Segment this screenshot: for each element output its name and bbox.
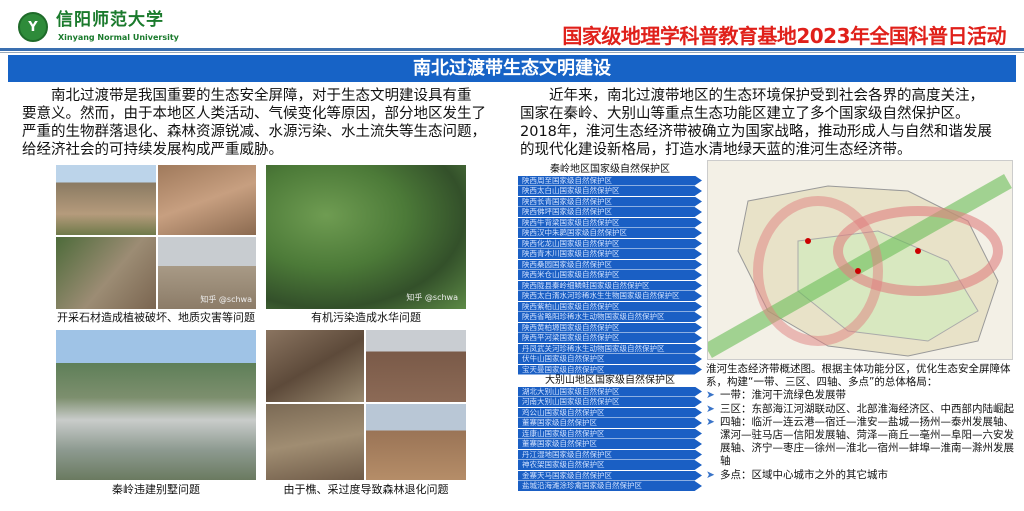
reserve-item: 陕西陇县秦岭细鳞鲑国家级自然保护区 (518, 280, 702, 291)
reserve-item: 陕西黄柏塬国家级自然保护区 (518, 322, 702, 333)
text-line: 要意义。然而，由于本地区人类活动、气候变化等原因，部分地区发生了 (22, 106, 486, 122)
reserve-item: 湖北大别山国家级自然保护区 (518, 386, 702, 397)
reserve-item: 陕西太白山国家级自然保护区 (518, 186, 702, 196)
reserve-item: 陕西太白湑水河珍稀水生生物国家级自然保护区 (518, 291, 702, 301)
illegal-villas-photo (56, 330, 256, 480)
description-intro: 淮河生态经济带概述图。根据主体功能分区，优化生态安全屏障体系，构建“一带、三区、… (706, 363, 1011, 389)
text-line: 南北过渡带是我国重要的生态安全屏障，对于生态文明建设具有重 (22, 88, 472, 104)
reserve-item: 神农架国家级自然保护区 (518, 460, 702, 470)
reserve-item: 陕西紫柏山国家级自然保护区 (518, 301, 702, 312)
reserve-item: 陕西汉中朱鹮国家级自然保护区 (518, 228, 702, 238)
forest-photo-1 (266, 330, 364, 402)
text-line: 严重的生物群落退化、森林资源锐减、水源污染、水土流失等生态问题， (22, 124, 486, 140)
bullet-item: ➤ 多点：区域中心城市之外的其它城市 (706, 469, 1016, 482)
reserve-item: 鸡公山国家级自然保护区 (518, 407, 702, 418)
watermark: 知乎 @schwa (406, 293, 458, 302)
text-line: 给经济社会的可持续发展构成严重威胁。 (22, 142, 283, 158)
university-logo: Y (18, 12, 48, 42)
reserve-item: 陕西长青国家级自然保护区 (518, 196, 702, 207)
university-name-en: Xinyang Normal University (58, 33, 179, 42)
reserve-item: 董寨国家级自然保护区 (518, 418, 702, 428)
reserve-item: 丹凤武关河珍稀水生动物国家级自然保护区 (518, 343, 702, 354)
bullet-item: ➤ 一带：淮河干流绿色发展带 (706, 389, 1016, 402)
header-divider-thin (0, 52, 1024, 53)
map-graphic (708, 174, 1012, 358)
university-name-cn: 信阳师范大学 (56, 10, 164, 30)
arrowhead-bullet-icon: ➤ (706, 468, 715, 481)
reserve-item: 陕西米仓山国家级自然保护区 (518, 270, 702, 280)
watermark: 知乎 @schwa (200, 295, 252, 304)
section-banner: 南北过渡带生态文明建设 (8, 55, 1016, 82)
forest-photo-3 (266, 404, 364, 480)
text-line: 2018年，淮河生态经济带被确立为国家战略，推动形成人与自然和谐发展 (520, 124, 992, 140)
reserve-item: 金寨天马国家级自然保护区 (518, 470, 702, 481)
reserve-item: 宝天曼国家级自然保护区 (518, 364, 702, 375)
algae-bloom-photo: 知乎 @schwa (266, 165, 466, 309)
left-paragraph: 南北过渡带是我国重要的生态安全屏障，对于生态文明建设具有重 要意义。然而，由于本… (22, 87, 486, 159)
arrowhead-bullet-icon: ➤ (706, 415, 715, 428)
qinling-list-title: 秦岭地区国家级自然保护区 (550, 164, 670, 175)
logo-mark: Y (28, 19, 38, 35)
reserve-item: 陕西牛背梁国家级自然保护区 (518, 217, 702, 228)
reserve-item: 陕西省略阳珍稀水生动物国家级自然保护区 (518, 312, 702, 322)
arrowhead-bullet-icon: ➤ (706, 389, 715, 402)
quarry-road-photo: 知乎 @schwa (158, 237, 256, 309)
arrowhead-bullet-icon: ➤ (706, 402, 715, 415)
forest-photo-4 (366, 404, 466, 480)
reserve-item: 董寨国家级自然保护区 (518, 439, 702, 449)
nature-reserve-list: 秦岭地区国家级自然保护区 陕西周至国家级自然保护区 陕西太白山国家级自然保护区 陕西… (518, 164, 702, 492)
mining-photo-1 (56, 165, 156, 235)
bullet-text: 四轴：临沂—连云港—宿迁—淮安—盐城—扬州—泰州发展轴、漯河—驻马店—信阳发展轴… (720, 415, 1014, 468)
bullet-item: ➤ 三区：东部海江河湖联动区、北部淮海经济区、中西部内陆崛起 (706, 403, 1016, 416)
bullet-text: 多点：区域中心城市之外的其它城市 (720, 468, 888, 481)
event-title: 国家级地理学科普教育基地2023年全国科普日活动 (562, 24, 1006, 48)
bullet-text: 一带：淮河干流绿色发展带 (720, 389, 846, 402)
reserve-item: 陕西周至国家级自然保护区 (518, 175, 702, 186)
right-paragraph: 近年来，南北过渡带地区的生态环境保护受到社会各界的高度关注， 国家在秦岭、大别山… (520, 87, 992, 159)
reserve-item: 陕西佛坪国家级自然保护区 (518, 207, 702, 217)
landslide-photo (56, 237, 156, 309)
mining-photo-2 (158, 165, 256, 235)
reserve-item: 伏牛山国家级自然保护区 (518, 354, 702, 364)
reserve-item: 丹江湿地国家级自然保护区 (518, 449, 702, 460)
huaihe-economic-belt-map (707, 160, 1013, 360)
bullet-text: 三区：东部海江河湖联动区、北部淮海经济区、中西部内陆崛起 (720, 402, 1014, 415)
pollution-caption: 有机污染造成水华问题 (311, 311, 421, 324)
dabie-list-title: 大别山地区国家级自然保护区 (545, 375, 675, 386)
header-divider (0, 48, 1024, 51)
reserve-item: 陕西青木川国家级自然保护区 (518, 249, 702, 259)
mining-caption: 开采石材造成植被破坏、地质灾害等问题 (57, 311, 255, 324)
bullet-item: ➤ 四轴：临沂—连云港—宿迁—淮安—盐城—扬州—泰州发展轴、漯河—驻马店—信阳发展… (706, 416, 1016, 469)
text-line: 近年来，南北过渡带地区的生态环境保护受到社会各界的高度关注， (520, 88, 984, 104)
villa-caption: 秦岭违建别墅问题 (112, 483, 200, 496)
map-description: 淮河生态经济带概述图。根据主体功能分区，优化生态安全屏障体系，构建“一带、三区、… (706, 363, 1016, 482)
reserve-item: 陕西平河梁国家级自然保护区 (518, 333, 702, 343)
reserve-item: 盐城沿海滩涂珍禽国家级自然保护区 (518, 481, 702, 491)
forest-photo-2 (366, 330, 466, 402)
reserve-item: 河南大别山国家级自然保护区 (518, 397, 702, 407)
reserve-item: 连康山国家级自然保护区 (518, 428, 702, 439)
reserve-item: 陕西桑园国家级自然保护区 (518, 259, 702, 270)
reserve-item: 陕西化龙山国家级自然保护区 (518, 238, 702, 249)
forest-caption: 由于樵、采过度导致森林退化问题 (283, 483, 449, 496)
text-line: 国家在秦岭、大别山等重点生态功能区建立了多个国家级自然保护区。 (520, 106, 970, 122)
text-line: 的现代化建设新格局，打造水清地绿天蓝的淮河生态经济带。 (520, 142, 912, 158)
